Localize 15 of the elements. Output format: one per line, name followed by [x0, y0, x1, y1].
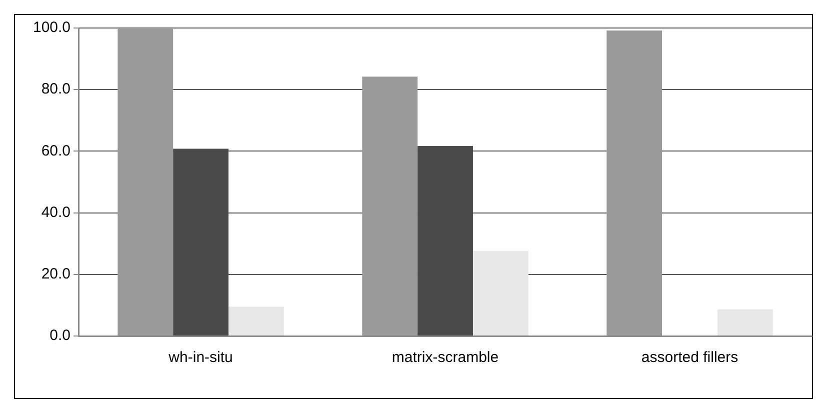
y-tick-label: 100.0: [32, 19, 71, 36]
x-tick-label: assorted fillers: [641, 349, 738, 366]
bar: [606, 30, 662, 336]
y-tick-label: 20.0: [41, 266, 71, 283]
bar: [118, 28, 174, 336]
y-tick-label: 60.0: [41, 142, 71, 160]
bar: [362, 76, 418, 336]
y-tick-label: 40.0: [41, 204, 71, 221]
bar: [228, 306, 284, 336]
y-tick-label: 80.0: [41, 80, 71, 98]
x-tick-label: matrix-scramble: [392, 349, 499, 366]
y-tick-label: 0.0: [50, 327, 71, 344]
x-tick-label: wh-in-situ: [168, 349, 233, 366]
bar: [717, 309, 773, 336]
bar: [472, 250, 528, 336]
